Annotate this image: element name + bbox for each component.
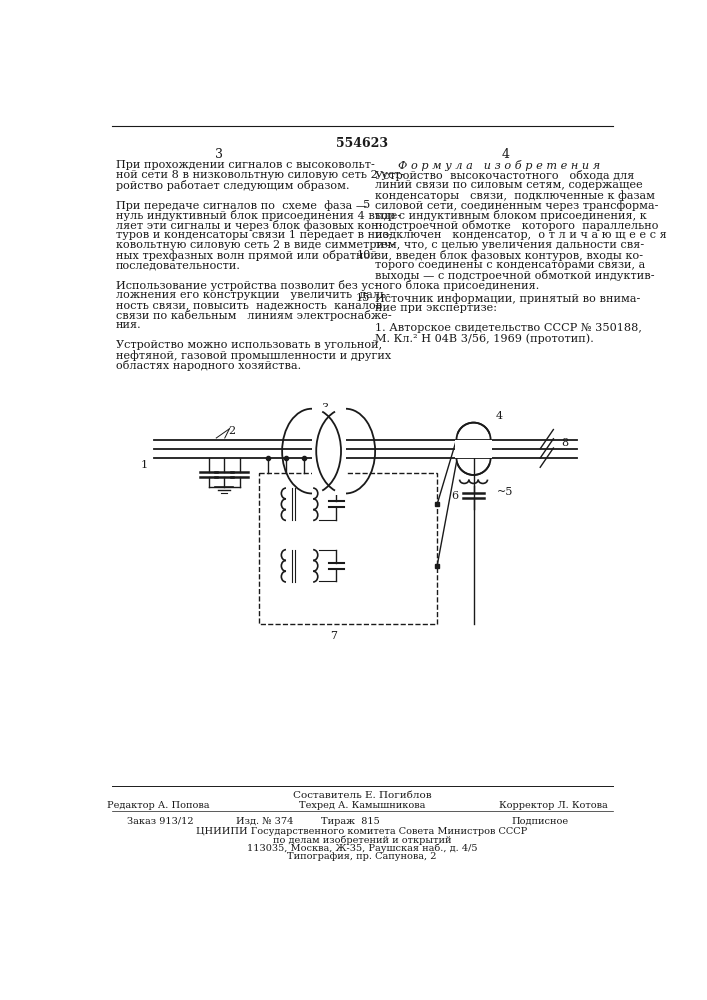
Text: Подписное: Подписное xyxy=(512,817,569,826)
Bar xyxy=(455,440,492,458)
Text: тем, что, с целью увеличения дальности свя-: тем, что, с целью увеличения дальности с… xyxy=(375,240,644,250)
Text: Источник информации, принятый во внима-: Источник информации, принятый во внима- xyxy=(375,293,641,304)
Text: ~5: ~5 xyxy=(497,487,513,497)
Text: областях народного хозяйства.: областях народного хозяйства. xyxy=(115,360,300,371)
Text: Ф о р м у л а   и з о б р е т е н и я: Ф о р м у л а и з о б р е т е н и я xyxy=(398,160,600,171)
Text: силовой сети, соединенным через трансформа-: силовой сети, соединенным через трансфор… xyxy=(375,200,658,211)
Text: торого соединены с конденсаторами связи, а: торого соединены с конденсаторами связи,… xyxy=(375,260,645,270)
Text: При передаче сигналов по  схеме  фаза —: При передаче сигналов по схеме фаза — xyxy=(115,200,367,211)
Text: 5: 5 xyxy=(363,200,370,210)
Text: Заказ 913/12: Заказ 913/12 xyxy=(127,817,194,826)
Text: 1: 1 xyxy=(141,460,148,470)
Text: 3: 3 xyxy=(321,403,328,413)
Text: 4: 4 xyxy=(495,411,503,421)
Text: Корректор Л. Котова: Корректор Л. Котова xyxy=(499,801,608,810)
Text: ляет эти сигналы и через блок фазовых кон-: ляет эти сигналы и через блок фазовых ко… xyxy=(115,220,382,231)
Text: ность связи, повысить  надежность  каналов: ность связи, повысить надежность каналов xyxy=(115,300,382,310)
Text: 10: 10 xyxy=(356,250,370,260)
Text: 15: 15 xyxy=(356,293,370,303)
Text: 8: 8 xyxy=(561,438,568,448)
Text: 6: 6 xyxy=(451,491,458,501)
Text: тор с индуктивным блоком присоединения, к: тор с индуктивным блоком присоединения, … xyxy=(375,210,647,221)
Text: 4: 4 xyxy=(501,148,509,161)
Text: 1. Авторское свидетельство СССР № 350188,: 1. Авторское свидетельство СССР № 350188… xyxy=(375,323,642,333)
Text: подключен   конденсатор,  о т л и ч а ю щ е е с я: подключен конденсатор, о т л и ч а ю щ е… xyxy=(375,230,667,240)
Text: нуль индуктивный блок присоединения 4 выде-: нуль индуктивный блок присоединения 4 вы… xyxy=(115,210,401,221)
Text: Типография, пр. Сапунова, 2: Типография, пр. Сапунова, 2 xyxy=(287,852,437,861)
Text: туров и конденсаторы связи 1 передает в низ-: туров и конденсаторы связи 1 передает в … xyxy=(115,230,392,240)
Text: линий связи по силовым сетям, содержащее: линий связи по силовым сетям, содержащее xyxy=(375,180,643,190)
Text: Составитель Е. Погиблов: Составитель Е. Погиблов xyxy=(293,791,431,800)
Text: выходы — с подстроечной обмоткой индуктив-: выходы — с подстроечной обмоткой индукти… xyxy=(375,270,655,281)
Text: зи, введен блок фазовых контуров, входы ко-: зи, введен блок фазовых контуров, входы … xyxy=(375,250,643,261)
Text: ного блока присоединения.: ного блока присоединения. xyxy=(375,280,539,291)
Text: ковольтную силовую сеть 2 в виде симметрич-: ковольтную силовую сеть 2 в виде симметр… xyxy=(115,240,395,250)
Bar xyxy=(259,473,437,624)
Text: ройство работает следующим образом.: ройство работает следующим образом. xyxy=(115,180,349,191)
Text: конденсаторы   связи,  подключенные к фазам: конденсаторы связи, подключенные к фазам xyxy=(375,190,655,201)
Text: связи по кабельным   линиям электроснабже-: связи по кабельным линиям электроснабже- xyxy=(115,310,391,321)
Text: ния.: ния. xyxy=(115,320,141,330)
Text: ние при экспертизе:: ние при экспертизе: xyxy=(375,303,497,313)
Text: 7: 7 xyxy=(330,631,337,641)
Text: Техред А. Камышникова: Техред А. Камышникова xyxy=(299,801,425,810)
Text: Тираж  815: Тираж 815 xyxy=(321,817,380,826)
Text: При прохождении сигналов с высоковольт-: При прохождении сигналов с высоковольт- xyxy=(115,160,374,170)
Text: 554623: 554623 xyxy=(336,137,388,150)
Text: по делам изобретений и открытий: по делам изобретений и открытий xyxy=(273,835,451,845)
Text: ной сети 8 в низковольтную силовую сеть 2 уст-: ной сети 8 в низковольтную силовую сеть … xyxy=(115,170,404,180)
Text: ЦНИИПИ Государственного комитета Совета Министров СССР: ЦНИИПИ Государственного комитета Совета … xyxy=(197,827,527,836)
Bar xyxy=(312,407,346,495)
Text: нефтяной, газовой промышленности и других: нефтяной, газовой промышленности и други… xyxy=(115,350,391,361)
Text: ных трехфазных волн прямой или обратной: ных трехфазных волн прямой или обратной xyxy=(115,250,378,261)
Text: 113035, Москва, Ж-35, Раушская наб., д. 4/5: 113035, Москва, Ж-35, Раушская наб., д. … xyxy=(247,844,477,853)
Text: Устройство  высокочастотного   обхода для: Устройство высокочастотного обхода для xyxy=(375,170,634,181)
Text: Устройство можно использовать в угольной,: Устройство можно использовать в угольной… xyxy=(115,340,382,350)
Text: подстроечной обмотке   которого  параллельно: подстроечной обмотке которого параллельн… xyxy=(375,220,659,231)
Text: 2: 2 xyxy=(228,426,235,436)
Text: 3: 3 xyxy=(215,148,223,161)
Text: последовательности.: последовательности. xyxy=(115,260,240,270)
Text: М. Кл.² Н 04В 3/56, 1969 (прототип).: М. Кл.² Н 04В 3/56, 1969 (прототип). xyxy=(375,333,594,344)
Text: Изд. № 374: Изд. № 374 xyxy=(235,817,293,826)
Text: ложнения его конструкции   увеличить  даль-: ложнения его конструкции увеличить даль- xyxy=(115,290,390,300)
Text: Использование устройства позволит без ус-: Использование устройства позволит без ус… xyxy=(115,280,378,291)
Text: Редактор А. Попова: Редактор А. Попова xyxy=(107,801,209,810)
